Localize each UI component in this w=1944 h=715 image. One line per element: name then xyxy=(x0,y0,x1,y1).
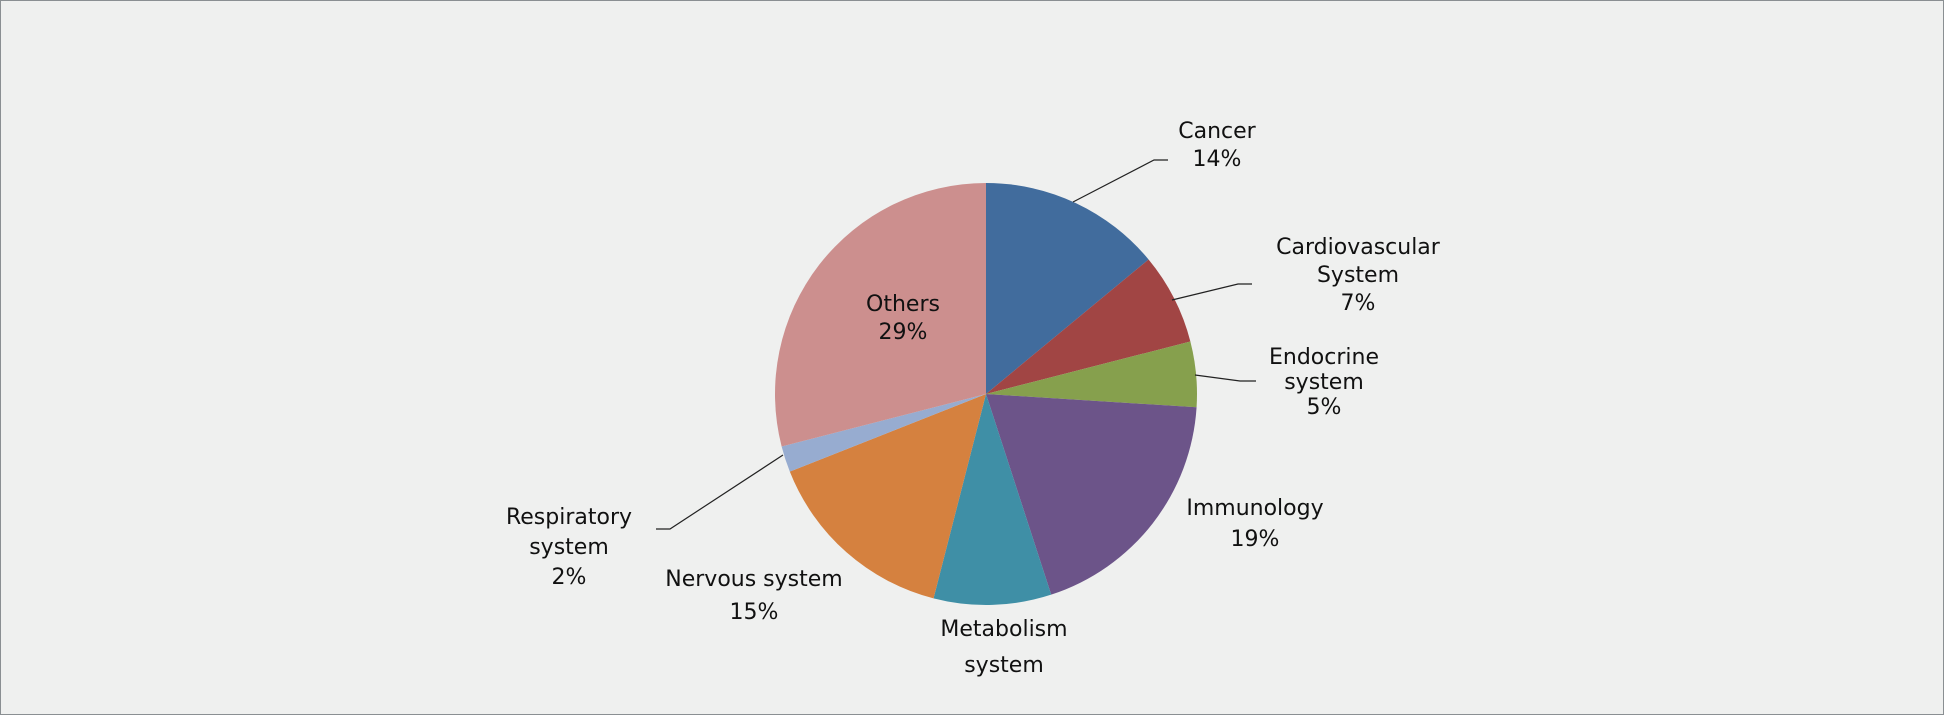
label-metabolism-system: Metabolism system xyxy=(940,617,1067,678)
pie-slices xyxy=(775,183,1197,605)
slice-metabolism-system xyxy=(933,394,1052,605)
leader-line-endocrine-system xyxy=(1194,374,1256,382)
slice-nervous-system xyxy=(789,394,986,599)
slice-cardiovascular-system xyxy=(986,259,1191,394)
label-others: Others 29% xyxy=(866,292,940,345)
label-cardiovascular-system: Cardiovascular System 7% xyxy=(1276,235,1441,316)
label-immunology: Immunology 19% xyxy=(1186,496,1323,552)
slice-others xyxy=(775,183,986,447)
leader-lines xyxy=(656,159,1256,530)
leader-line-cancer xyxy=(1072,159,1168,203)
label-cancer: Cancer 14% xyxy=(1178,119,1256,172)
label-endocrine-system: Endocrine system 5% xyxy=(1269,345,1379,420)
slice-cancer xyxy=(986,183,1149,394)
slice-labels: Cancer 14% Cardiovascular System 7% Endocrine… xyxy=(506,119,1441,678)
slice-immunology xyxy=(986,394,1197,595)
leader-line-cardiovascular-system xyxy=(1171,283,1252,301)
label-respiratory-system: Respiratory system 2% xyxy=(506,505,632,590)
slice-respiratory-system xyxy=(781,394,986,472)
label-nervous-system: Nervous system 15% xyxy=(665,567,842,625)
slice-endocrine-system xyxy=(986,341,1197,408)
leader-line-respiratory-system xyxy=(656,454,784,530)
